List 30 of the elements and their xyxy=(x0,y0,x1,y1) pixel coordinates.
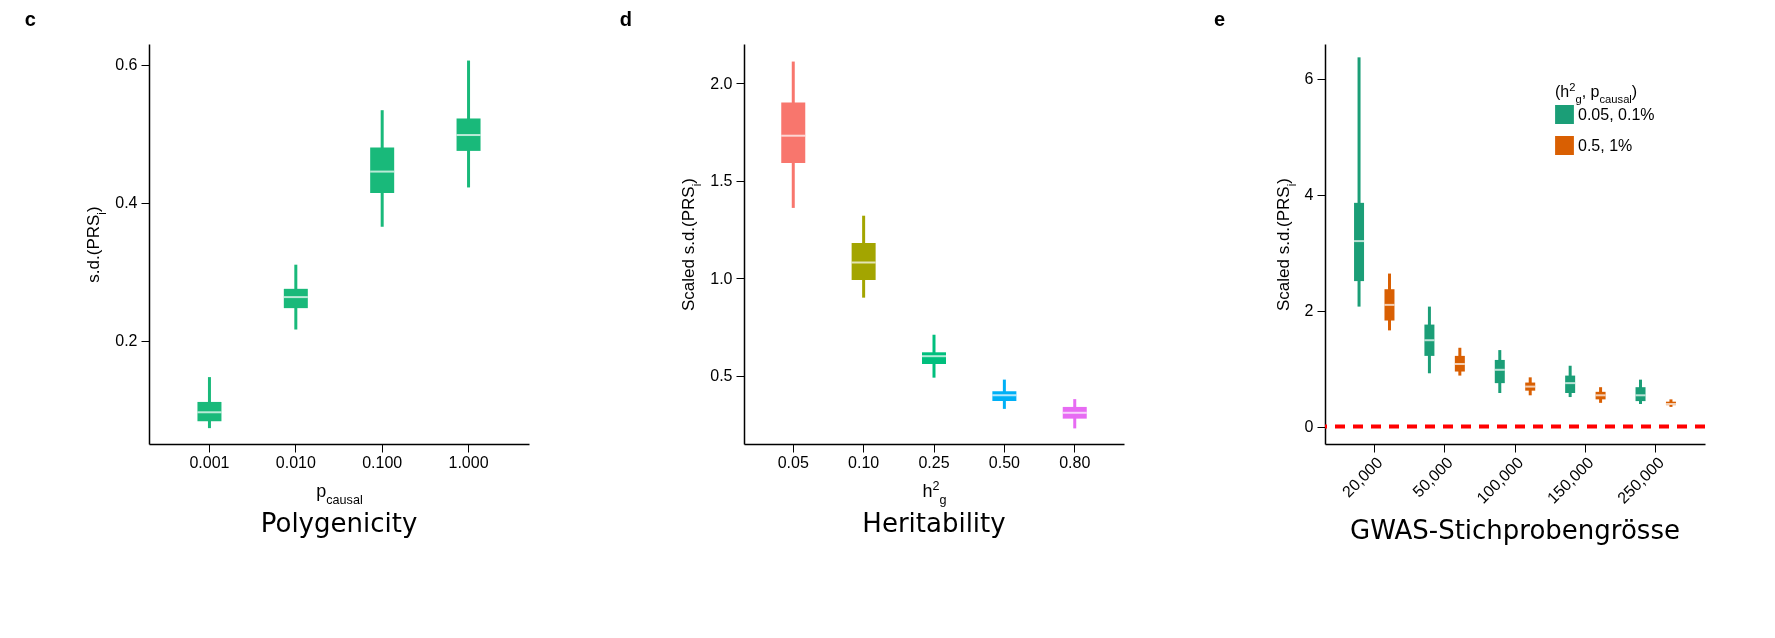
y-tick-label: 6 xyxy=(1304,70,1314,88)
text: Heritability xyxy=(862,508,1006,538)
y-tick-label: 0.6 xyxy=(115,56,138,74)
x-tick-label: 0.10 xyxy=(848,453,880,471)
x-tick-label: 0.001 xyxy=(189,453,230,471)
x-tick-label: 0.05 xyxy=(777,453,809,471)
y-tick-label: 1.0 xyxy=(710,269,733,287)
chart-title: d xyxy=(619,8,632,30)
x-tick-label: 0.50 xyxy=(988,453,1021,471)
y-tick-label: 0.2 xyxy=(115,332,138,350)
x-axis-title: p$_{causal}$ xyxy=(316,480,363,507)
x-tick-label: 0.25 xyxy=(918,453,950,471)
legend-label: 0.05, 0.1% xyxy=(1578,105,1655,123)
text: GWAS-Stichprobengrösse xyxy=(1350,515,1680,545)
chart-title: c xyxy=(24,8,36,30)
chart-title: e xyxy=(1214,8,1226,30)
y-tick-label: 0.4 xyxy=(115,194,138,212)
y-tick-label: 2.0 xyxy=(710,74,733,92)
y-tick-label: 0.5 xyxy=(710,367,733,385)
y-tick-label: 1.5 xyxy=(710,172,733,190)
x-tick-label: 0.80 xyxy=(1059,453,1091,471)
y-tick-label: 4 xyxy=(1304,186,1314,204)
y-tick-label: 2 xyxy=(1304,302,1314,320)
x-tick-label: 0.010 xyxy=(275,453,316,471)
legend-title: (h$^{2}$$_{g}$, p$_{causal}$) xyxy=(1555,81,1638,105)
x-tick-label: 0.100 xyxy=(362,453,403,471)
y-tick-label: 0 xyxy=(1304,418,1314,436)
legend-label: 0.5, 1% xyxy=(1578,136,1633,154)
x-tick-label: 1.000 xyxy=(448,453,489,471)
text: Polygenicity xyxy=(260,508,418,538)
